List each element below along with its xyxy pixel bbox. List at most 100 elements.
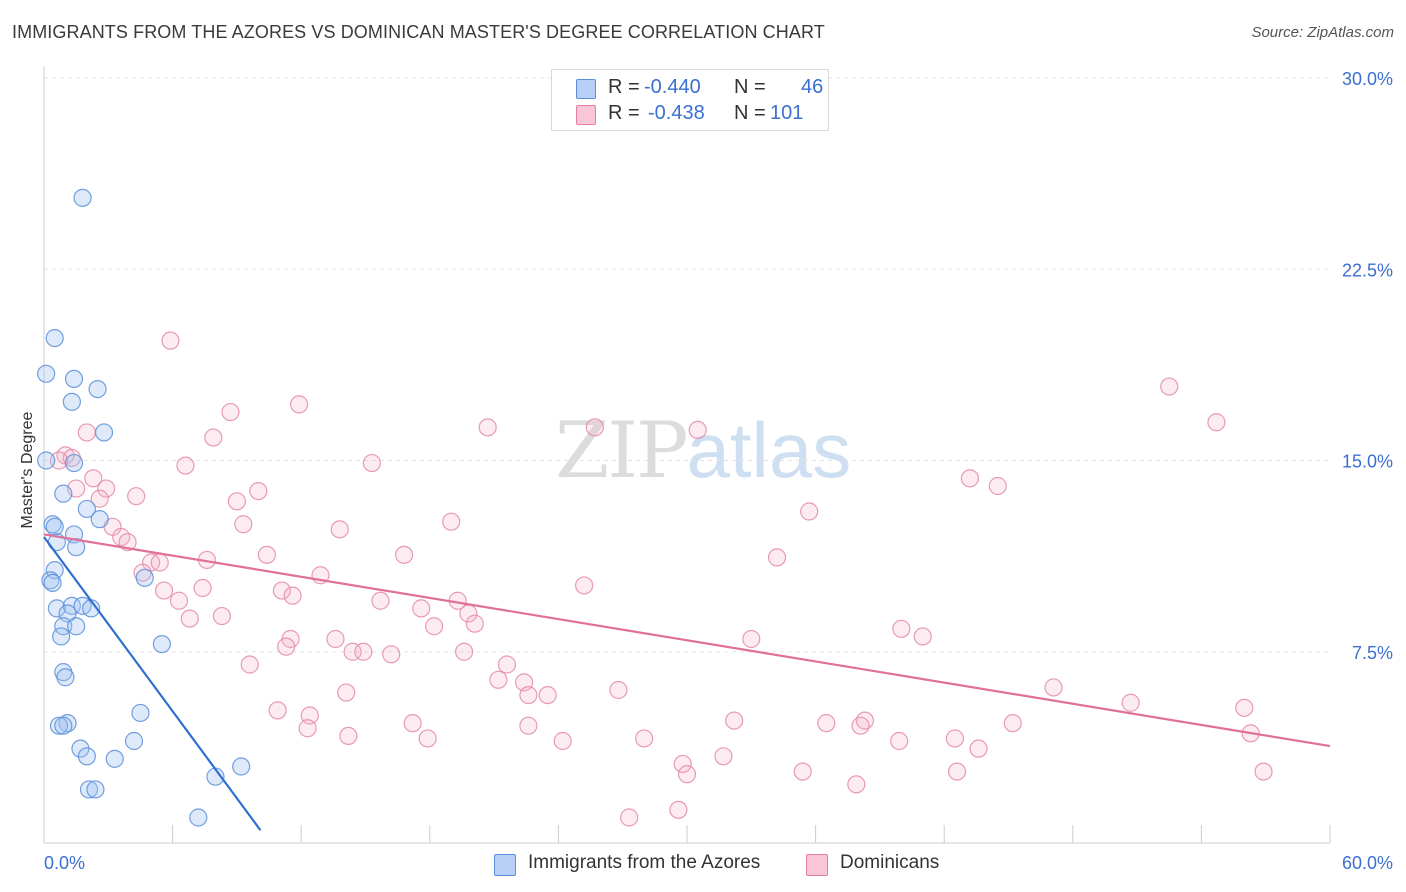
watermark-zip: ZIP xyxy=(555,406,688,496)
point-dominicans xyxy=(519,716,538,735)
point-dominicans xyxy=(412,599,431,618)
point-dominicans xyxy=(1121,693,1140,712)
point-dominicans xyxy=(289,395,309,414)
point-dominicans xyxy=(969,739,988,758)
point-azores xyxy=(54,716,73,735)
point-dominicans xyxy=(221,402,240,422)
point-dominicans xyxy=(669,800,688,819)
point-dominicans xyxy=(193,578,212,598)
point-dominicans xyxy=(1207,413,1226,432)
point-dominicans xyxy=(988,476,1007,496)
point-dominicans xyxy=(204,428,223,447)
legend-r-label: R = xyxy=(608,102,640,124)
x-tick-label: 60.0% xyxy=(1342,853,1393,873)
point-dominicans xyxy=(257,545,277,564)
legend-n-label: N = xyxy=(734,102,766,124)
x-tick-label: 0.0% xyxy=(44,853,85,873)
point-dominicans xyxy=(97,479,116,498)
point-dominicans xyxy=(283,586,302,605)
bottom-legend-label-azores: Immigrants from the Azores xyxy=(528,852,761,873)
trendline-dominicans xyxy=(43,533,1331,748)
point-azores xyxy=(37,451,56,470)
point-dominicans xyxy=(1160,377,1179,396)
point-dominicans xyxy=(90,489,109,508)
bottom-legend-label-dominicans: Dominicans xyxy=(840,852,940,873)
point-dominicans xyxy=(714,747,733,766)
legend-swatch-azores xyxy=(576,79,596,99)
point-azores xyxy=(73,188,92,207)
point-dominicans xyxy=(180,609,199,628)
point-dominicans xyxy=(176,456,195,475)
point-dominicans xyxy=(817,714,836,733)
point-azores xyxy=(152,634,171,654)
point-dominicans xyxy=(677,765,697,784)
point-azores xyxy=(90,510,109,529)
stats-legend: R = -0.440 N = 46 R = -0.438 N = 101 xyxy=(551,69,829,131)
point-dominicans xyxy=(418,729,437,748)
point-dominicans xyxy=(394,545,414,564)
point-dominicans xyxy=(118,532,137,552)
point-dominicans xyxy=(234,515,253,534)
y-tick-label: 22.5% xyxy=(1342,260,1393,280)
point-dominicans xyxy=(489,670,508,689)
point-dominicans xyxy=(354,642,373,661)
point-dominicans xyxy=(913,627,932,646)
point-dominicans xyxy=(688,420,707,439)
point-azores xyxy=(67,617,86,636)
point-azores xyxy=(49,716,69,735)
point-dominicans xyxy=(127,487,146,506)
point-azores xyxy=(45,329,64,348)
point-azores xyxy=(52,627,71,646)
point-azores xyxy=(64,369,84,388)
point-azores xyxy=(124,731,144,751)
point-dominicans xyxy=(362,453,382,473)
point-azores xyxy=(47,599,66,618)
point-dominicans xyxy=(553,731,572,751)
point-dominicans xyxy=(337,683,356,702)
legend-r-label: R = xyxy=(608,76,640,98)
point-dominicans xyxy=(1254,762,1273,781)
point-dominicans xyxy=(620,808,639,827)
legend-swatch-dominicans xyxy=(576,105,596,125)
point-azores xyxy=(45,517,64,536)
point-dominicans xyxy=(635,729,654,748)
point-dominicans xyxy=(575,576,594,595)
point-azores xyxy=(105,749,124,768)
point-dominicans xyxy=(169,591,189,610)
watermark-atlas: atlas xyxy=(686,406,852,494)
point-dominicans xyxy=(793,762,812,781)
point-dominicans xyxy=(673,754,692,774)
point-azores xyxy=(43,573,62,593)
point-dominicans xyxy=(150,553,169,572)
point-dominicans xyxy=(609,680,628,700)
point-azores xyxy=(77,747,96,766)
point-dominicans xyxy=(227,492,246,511)
point-dominicans xyxy=(725,711,744,730)
point-dominicans xyxy=(892,619,911,638)
point-dominicans xyxy=(497,655,517,674)
point-dominicans xyxy=(84,469,103,488)
point-dominicans xyxy=(947,762,967,781)
bottom-legend-swatch-dominicans xyxy=(806,854,828,876)
point-dominicans xyxy=(326,629,345,649)
point-dominicans xyxy=(382,645,401,664)
point-dominicans xyxy=(945,729,965,748)
point-dominicans xyxy=(330,520,349,539)
point-azores xyxy=(86,780,105,799)
point-azores xyxy=(56,668,75,687)
point-azores xyxy=(43,515,62,534)
point-dominicans xyxy=(403,714,422,733)
point-dominicans xyxy=(249,482,268,501)
point-dominicans xyxy=(538,685,557,705)
point-azores xyxy=(189,808,208,827)
point-dominicans xyxy=(371,591,390,610)
point-dominicans xyxy=(343,642,362,661)
y-tick-label: 15.0% xyxy=(1342,452,1393,472)
point-azores xyxy=(94,423,114,442)
point-azores xyxy=(37,364,56,383)
point-azores xyxy=(54,484,73,503)
point-dominicans xyxy=(49,451,69,470)
point-azores xyxy=(62,392,81,411)
point-dominicans xyxy=(800,502,819,521)
